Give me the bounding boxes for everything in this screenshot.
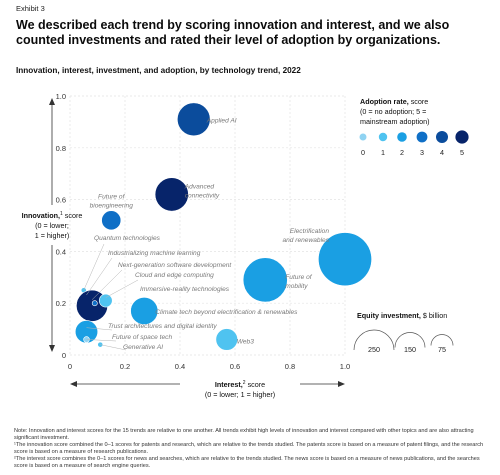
bubble-chart: 0 0.2 0.4 0.6 0.8 1.0 0 0.2 0.4 0.6 0.8 1.0 Innovati… [22, 92, 469, 399]
investment-legend-arc [430, 334, 454, 346]
bubble-label: Web3 [237, 338, 254, 345]
bubble-label: Cloud and edge computing [135, 272, 214, 279]
note-line-2: ¹The innovation score combined the 0–1 s… [14, 442, 484, 455]
label-leader-line [86, 327, 113, 331]
adoption-legend-level: 3 [420, 148, 424, 157]
x-tick-label: 0.4 [175, 362, 185, 371]
label-leader-line [86, 339, 117, 342]
bubble-label-line: Advanced [184, 183, 215, 190]
x-axis-label-line2: (0 = lower; 1 = higher) [205, 390, 275, 399]
adoption-legend-line3: mainstream adoption) [360, 117, 430, 126]
bubble-label-line: Future of [285, 274, 313, 281]
x-tick-label: 1.0 [340, 362, 350, 371]
label-leader-line [83, 243, 105, 291]
x-arrow-left-head [70, 381, 77, 387]
y-arrow-up-head [49, 98, 55, 105]
data-bubble [98, 293, 113, 308]
x-tick-label: 0.8 [285, 362, 295, 371]
investment-legend-value: 150 [404, 345, 416, 354]
y-tick-label: 0.4 [56, 247, 66, 256]
bubble-label-line: connectivity [185, 192, 220, 199]
label-leader-line [86, 257, 113, 296]
data-bubble [91, 300, 98, 307]
bubble-label-line: Electrification [290, 228, 330, 235]
note-line-3: ²The interest score combines the 0–1 sco… [14, 456, 480, 469]
y-arrow-down-head [49, 345, 55, 352]
bubble-label-line: Future of [98, 193, 126, 200]
adoption-legend-level: 2 [400, 148, 404, 157]
bubble-label: Industrializing machine learning [108, 250, 201, 257]
adoption-legend-swatch [378, 132, 388, 142]
bubble-label: Applied AI [206, 117, 237, 124]
x-axis-label: Interest,2 score [215, 380, 265, 389]
investment-legend-arc [353, 329, 395, 351]
y-axis-label-line2: (0 = lower; [35, 221, 69, 230]
data-bubble [101, 210, 122, 231]
exhibit-label: Exhibit 3 [16, 4, 45, 13]
y-tick-label: 0.8 [56, 144, 66, 153]
chart-title: We described each trend by scoring innov… [16, 18, 450, 47]
adoption-legend-level: 0 [361, 148, 365, 157]
y-axis-label-line3: 1 = higher) [35, 231, 70, 240]
label-leader-line [105, 279, 139, 298]
bubble-label-line: bioengineering [90, 202, 134, 209]
investment-legend-title: Equity investment, $ billion [357, 311, 447, 320]
data-bubble [318, 232, 372, 287]
adoption-legend-line2: (0 = no adoption; 5 = [360, 107, 426, 116]
data-bubble [130, 297, 159, 325]
y-tick-label: 1.0 [56, 92, 66, 101]
adoption-legend-title: Adoption rate, score [360, 97, 428, 106]
x-tick-label: 0.2 [120, 362, 130, 371]
x-tick-label: 0.6 [230, 362, 240, 371]
data-bubble [74, 320, 99, 344]
y-tick-label: 0 [62, 351, 66, 360]
x-arrow-right-head [338, 381, 345, 387]
note-line-1: Note: Innovation and interest scores for… [14, 428, 474, 441]
investment-legend-value: 75 [438, 345, 446, 354]
y-axis-label: Innovation,1 score [22, 211, 83, 220]
bubble-label: Immersive-reality technologies [140, 286, 230, 293]
label-leader-line [91, 269, 123, 300]
y-tick-label: 0.6 [56, 196, 66, 205]
footnotes: Note: Innovation and interest scores for… [14, 428, 486, 470]
adoption-legend-swatch [397, 132, 407, 142]
data-bubble [177, 102, 211, 137]
adoption-legend-level: 5 [460, 148, 464, 157]
bubble-label: Quantum technologies [94, 235, 161, 242]
bubble-label: Next-generation software development [118, 262, 232, 269]
adoption-legend-swatch [436, 131, 448, 143]
bubble-label: Future of space tech [112, 334, 172, 341]
y-tick-label: 0.2 [56, 299, 66, 308]
x-tick-label: 0 [68, 362, 72, 371]
bubble-label-line: and renewables [282, 237, 329, 244]
adoption-legend-swatch [359, 133, 367, 141]
adoption-legend-level: 1 [381, 148, 385, 157]
data-bubble [242, 257, 288, 303]
bubble-label: Generative AI [123, 344, 163, 351]
label-leader-line [100, 344, 127, 351]
investment-legend-value: 250 [368, 345, 380, 354]
data-bubble [154, 177, 189, 212]
adoption-legend-swatch [455, 130, 469, 144]
bubble-label: Climate tech beyond electrification & re… [155, 309, 298, 316]
bubble-label: Trust architectures and digital identity [108, 323, 217, 330]
adoption-legend-level: 4 [440, 148, 444, 157]
data-bubble [215, 328, 238, 351]
bubble-label-line: mobility [285, 283, 308, 290]
adoption-legend-swatch [416, 131, 428, 143]
chart-subtitle: Innovation, interest, investment, and ad… [16, 66, 301, 75]
investment-legend-arc [394, 332, 426, 348]
